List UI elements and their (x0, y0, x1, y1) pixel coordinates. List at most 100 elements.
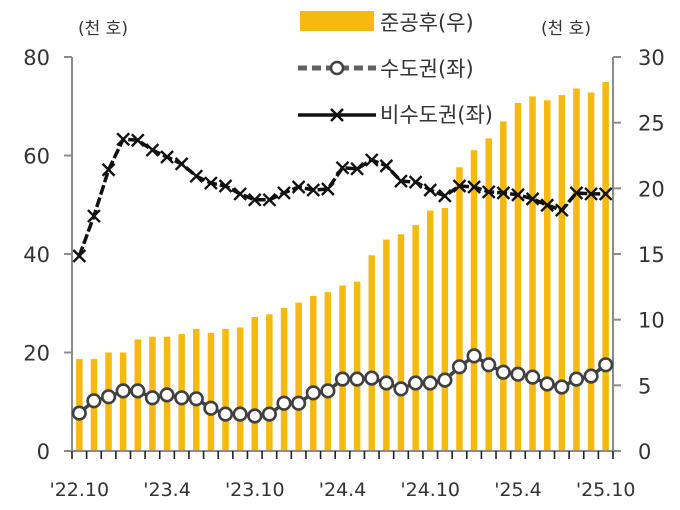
circle-marker (115, 383, 131, 399)
x-marker (540, 198, 555, 213)
bar (558, 95, 566, 451)
x-marker (72, 249, 87, 263)
x-marker (233, 187, 247, 201)
circle-marker (71, 405, 87, 421)
left-axis-unit: (천 호) (78, 19, 128, 39)
circle-marker (261, 406, 278, 422)
bar (573, 88, 580, 451)
right-tick-label: 20 (638, 177, 665, 201)
x-axis-labels: '22.10 '23.4 '23.10 '24.4 '24.10 '25.4 '25.10 (49, 479, 635, 501)
x-marker (204, 176, 218, 190)
bar-series-completed (76, 82, 609, 452)
circle-marker (276, 395, 292, 411)
x-marker (364, 153, 379, 167)
circle-marker (130, 383, 146, 399)
x-marker (481, 185, 496, 199)
bar (236, 327, 244, 451)
circle-marker (144, 390, 160, 406)
circle-marker (291, 395, 307, 411)
legend-nonmetro-icon (298, 108, 376, 122)
x-marker (321, 182, 335, 196)
bar (514, 103, 522, 451)
circle-marker (334, 371, 351, 387)
bar (368, 255, 375, 451)
x-marker (101, 162, 116, 177)
circle-marker (510, 366, 526, 382)
circle-marker (422, 375, 438, 391)
bar (500, 121, 507, 452)
circle-marker (539, 376, 555, 392)
x-marker (218, 179, 233, 193)
x-marker (394, 174, 408, 188)
bar (266, 314, 273, 451)
circle-marker (451, 359, 468, 375)
circle-marker (598, 357, 614, 373)
x-marker (452, 179, 467, 193)
circle-marker (232, 406, 248, 422)
x-marker (598, 187, 613, 201)
bar (383, 239, 390, 451)
circle-marker (174, 390, 190, 406)
x-marker (438, 189, 452, 203)
legend: 준공후(우) 수도권(좌) 비수도권(좌) (298, 11, 493, 127)
bar (485, 138, 492, 451)
x-tick-label: '24.4 (319, 479, 367, 501)
x-marker (262, 192, 277, 207)
x-marker (247, 192, 262, 207)
bar (222, 328, 229, 451)
bar (587, 92, 595, 451)
x-tick-label: '22.10 (49, 479, 109, 501)
x-marker (350, 161, 364, 176)
x-marker (569, 186, 584, 200)
bar (456, 167, 463, 452)
x-marker (145, 143, 160, 157)
x-marker (174, 157, 189, 171)
right-tick-label: 15 (638, 243, 665, 267)
x-marker (467, 180, 481, 194)
circle-marker (583, 368, 599, 384)
circle-marker (364, 370, 380, 386)
bar (529, 96, 536, 452)
x-tick-label: '25.10 (576, 479, 636, 501)
right-axis-labels: 0 5 10 15 20 25 30 (638, 46, 665, 464)
right-axis-unit: (천 호) (541, 19, 591, 39)
x-marker (87, 209, 101, 223)
x-marker (116, 132, 131, 147)
x-marker (379, 158, 394, 173)
circle-marker (217, 406, 234, 422)
bar (76, 359, 83, 451)
bar (602, 82, 609, 451)
bar (339, 285, 346, 451)
circle-marker (159, 387, 175, 403)
right-tick-label: 0 (638, 440, 651, 464)
x-marker (511, 188, 525, 202)
left-tick-label: 60 (23, 145, 50, 169)
bar (280, 307, 288, 451)
circle-marker (466, 348, 482, 364)
circle-marker (349, 371, 365, 387)
x-marker (496, 186, 511, 200)
x-marker (408, 175, 423, 189)
right-tick-label: 5 (638, 374, 651, 398)
circle-marker (247, 408, 263, 424)
bar (193, 328, 200, 451)
right-tick-label: 25 (638, 112, 665, 136)
circle-marker (305, 385, 321, 401)
x-tick-label: '24.10 (400, 479, 460, 501)
x-tick-label: '25.4 (494, 479, 542, 501)
bar (251, 317, 258, 451)
bar (324, 292, 332, 451)
circle-marker (86, 393, 102, 409)
legend-metro-label: 수도권(좌) (380, 57, 474, 81)
legend-nonmetro-label: 비수도권(좌) (380, 103, 493, 127)
left-tick-label: 20 (23, 342, 50, 366)
line-series-nonmetro (72, 132, 613, 263)
line-series-metro (71, 348, 614, 424)
bar (353, 281, 361, 451)
right-tick-label: 10 (638, 309, 665, 333)
bar (412, 225, 419, 451)
bar (397, 234, 405, 451)
legend-metro-icon (298, 60, 376, 76)
